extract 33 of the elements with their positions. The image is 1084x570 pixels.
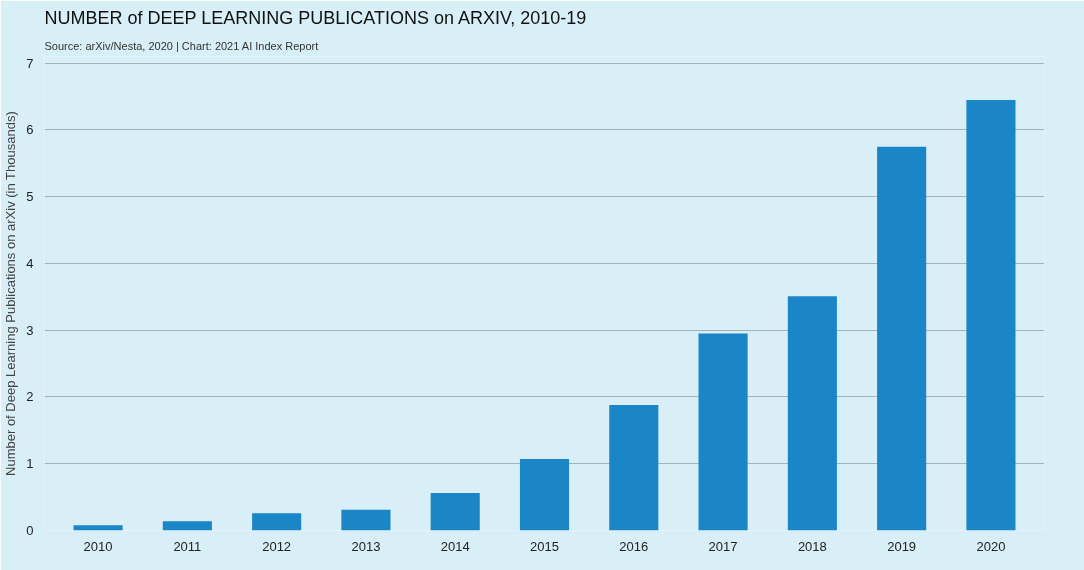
bar: [519, 459, 570, 531]
y-tick-label: 1: [26, 456, 34, 472]
y-tick-label: 4: [26, 255, 34, 271]
x-tick-label: 2014: [440, 538, 470, 554]
y-tick-label: 5: [26, 189, 34, 205]
x-tick-label: 2015: [530, 538, 559, 554]
bar: [252, 513, 302, 531]
bar: [966, 99, 1016, 531]
y-tick-label: 0: [26, 523, 34, 538]
bar: [162, 521, 212, 531]
y-tick-label: 2: [26, 389, 34, 405]
bar: [609, 404, 659, 531]
x-tick-label: 2012: [262, 538, 292, 554]
bar: [73, 525, 123, 531]
bar: [430, 493, 480, 531]
x-tick-label: 2018: [797, 538, 827, 554]
bar: [341, 509, 391, 531]
x-tick-label: 2013: [351, 538, 381, 554]
bar: [787, 296, 837, 531]
y-tick-label: 7: [26, 55, 34, 71]
chart-subtitle: Source: arXiv/Nesta, 2020 | Chart: 2021 AI Index Report: [44, 39, 319, 52]
x-tick-label: 2011: [173, 538, 202, 554]
chart-title: NUMBER of DEEP LEARNING PUBLICATIONS on ARXIV, 2010-19: [44, 7, 587, 28]
y-tick-label: 3: [26, 322, 34, 338]
bar: [877, 146, 927, 531]
y-axis-title: Number of Deep Learning Publications on arXiv (in Thousands): [3, 111, 19, 476]
x-tick-label: 2010: [83, 538, 113, 554]
bar: [698, 333, 748, 531]
x-tick-label: 2017: [708, 538, 738, 554]
x-tick-label: 2019: [887, 538, 917, 554]
x-tick-label: 2016: [619, 538, 649, 554]
y-tick-label: 6: [26, 122, 34, 138]
x-tick-label: 2020: [976, 538, 1006, 554]
